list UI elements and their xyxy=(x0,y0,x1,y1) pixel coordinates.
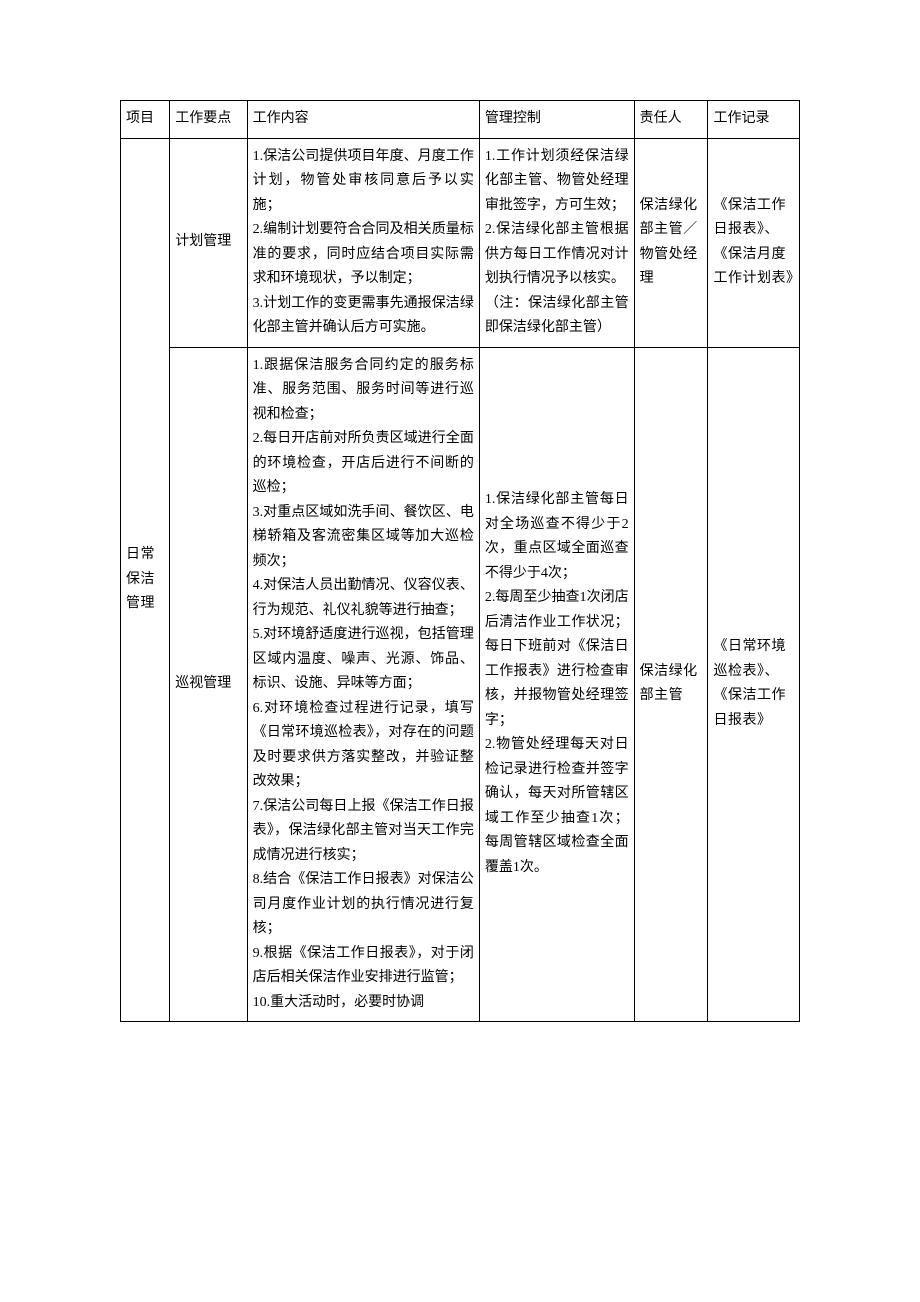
header-record: 工作记录 xyxy=(708,101,800,139)
cell-content: 1.跟据保洁服务合同约定的服务标准、服务范围、服务时间等进行巡视和检查；2.每日… xyxy=(247,347,479,1022)
cell-point: 计划管理 xyxy=(170,138,247,347)
cell-owner: 保洁绿化部主管／物管处经理 xyxy=(634,138,708,347)
cell-record: 《日常环境巡检表》、《保洁工作日报表》 xyxy=(708,347,800,1022)
cell-content: 1.保洁公司提供项目年度、月度工作计划，物管处审核同意后予以实施；2.编制计划要… xyxy=(247,138,479,347)
header-owner: 责任人 xyxy=(634,101,708,139)
header-project: 项目 xyxy=(121,101,170,139)
work-management-table: 项目 工作要点 工作内容 管理控制 责任人 工作记录 日常保洁管理 计划管理 1… xyxy=(120,100,800,1022)
cell-owner: 保洁绿化部主管 xyxy=(634,347,708,1022)
table-header-row: 项目 工作要点 工作内容 管理控制 责任人 工作记录 xyxy=(121,101,800,139)
cell-project: 日常保洁管理 xyxy=(121,138,170,1022)
table-row: 日常保洁管理 计划管理 1.保洁公司提供项目年度、月度工作计划，物管处审核同意后… xyxy=(121,138,800,347)
cell-point: 巡视管理 xyxy=(170,347,247,1022)
cell-control: 1.保洁绿化部主管每日对全场巡查不得少于2次，重点区域全面巡查不得少于4次；2.… xyxy=(479,347,634,1022)
header-content: 工作内容 xyxy=(247,101,479,139)
header-point: 工作要点 xyxy=(170,101,247,139)
cell-record: 《保洁工作日报表》、《保洁月度工作计划表》 xyxy=(708,138,800,347)
cell-control: 1.工作计划须经保洁绿化部主管、物管处经理审批签字，方可生效；2.保洁绿化部主管… xyxy=(479,138,634,347)
header-control: 管理控制 xyxy=(479,101,634,139)
table-row: 巡视管理 1.跟据保洁服务合同约定的服务标准、服务范围、服务时间等进行巡视和检查… xyxy=(121,347,800,1022)
